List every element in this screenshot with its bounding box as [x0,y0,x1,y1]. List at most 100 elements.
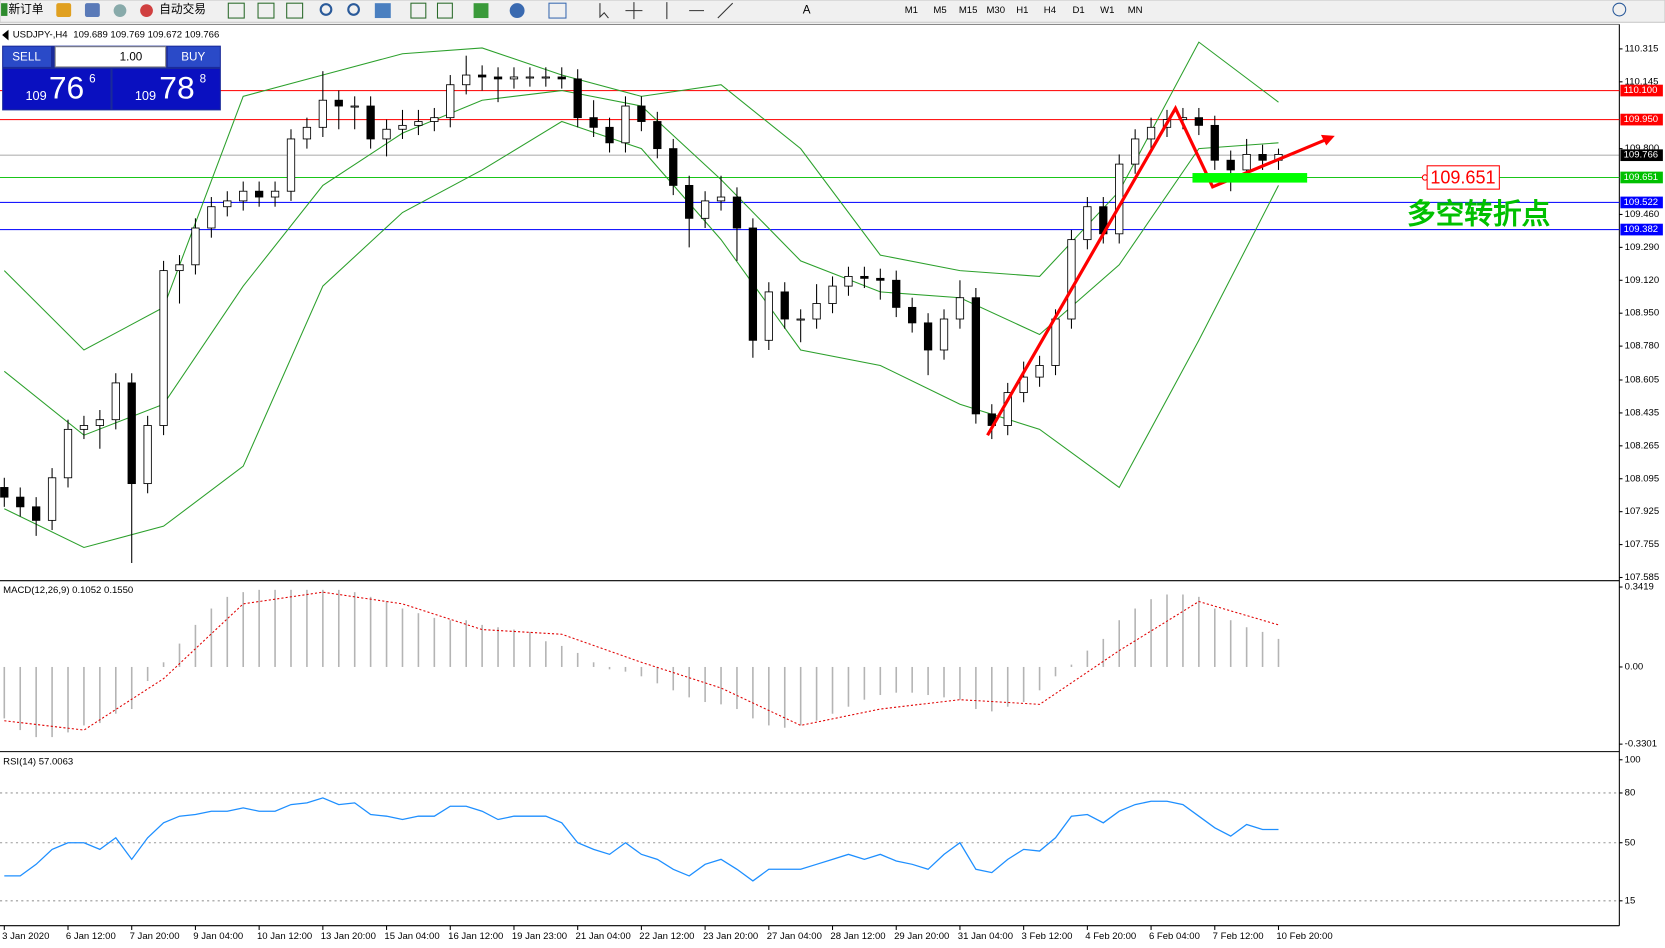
y-tick-label: 108.605 [1625,375,1660,386]
macd-title: MACD(12,26,9) 0.1052 0.1550 [3,585,133,596]
ask-pips[interactable]: 78 [159,70,194,106]
candle-body [47,477,57,521]
icon[interactable] [140,4,153,17]
candle-body [700,200,710,219]
candle-body [239,190,248,202]
candle-body [1242,154,1251,171]
icon[interactable] [113,4,127,17]
icon[interactable] [666,2,734,20]
ask-big[interactable]: 109 [135,88,156,103]
candle-body [462,74,471,86]
icon[interactable] [257,2,275,19]
x-tick-label: 27 Jan 04:00 [767,931,822,942]
new-order-button[interactable]: 新订单 [8,2,43,16]
candle-body [1258,154,1267,161]
timeframe-button[interactable]: M30 [986,5,1005,16]
icon[interactable] [319,3,333,16]
icon[interactable] [286,2,304,19]
candle-body [923,322,933,351]
timeframe-button[interactable]: M5 [933,5,946,16]
buy-button[interactable] [167,46,220,67]
rsi-title: RSI(14) 57.0063 [3,757,73,768]
bid-big[interactable]: 109 [25,88,46,103]
annotation-price: 109.651 [1430,167,1495,187]
price-level-label: 109.651 [1624,172,1659,183]
x-tick-label: 13 Jan 20:00 [321,931,376,942]
lots-value[interactable]: 1.00 [120,50,143,63]
timeframe-button[interactable]: MN [1128,5,1143,16]
candle-body [1131,138,1140,165]
candle-body [716,196,726,202]
annotation-text: 多空转折点 [1407,197,1550,231]
y-tick-label: -0.3301 [1625,739,1657,750]
icon[interactable]: A [803,4,811,17]
candle-body [812,303,821,320]
x-tick-label: 7 Feb 12:00 [1213,931,1264,942]
lots-input[interactable] [54,46,167,68]
buy-label[interactable]: BUY [181,50,205,63]
icon[interactable] [227,2,245,19]
candle-body [414,121,423,126]
bid-box[interactable] [3,69,111,110]
timeframe-button[interactable]: M15 [959,5,978,16]
sell-button[interactable] [3,46,51,67]
x-tick-label: 31 Jan 04:00 [958,931,1013,942]
candle-body [63,428,73,479]
candle-body [876,277,885,281]
bollinger-lower [4,120,1279,549]
x-tick-label: 3 Feb 12:00 [1022,931,1073,942]
candle-body [892,279,901,308]
timeframe-button[interactable]: H1 [1016,5,1028,16]
candle-body [270,190,280,198]
candle-body [398,124,407,130]
icon[interactable] [347,3,360,16]
candle-body [1019,376,1028,394]
icon[interactable] [509,3,525,19]
candle-body [143,425,152,485]
icon[interactable] [84,3,100,17]
timeframe-button[interactable]: M1 [905,5,918,16]
x-tick-label: 28 Jan 12:00 [830,931,885,942]
price-level-box [1620,196,1663,209]
icon[interactable] [374,3,391,19]
x-tick-label: 4 Feb 20:00 [1085,931,1136,942]
icon[interactable] [473,3,489,19]
bid-fraction[interactable]: 6 [89,73,95,86]
bid-pips[interactable]: 76 [49,70,84,106]
candle-body [302,126,312,140]
icon[interactable] [548,2,567,19]
candle-body [111,382,120,421]
search-icon[interactable] [1612,2,1627,17]
candle-body [1210,124,1219,161]
candle-body [477,74,487,78]
sell-label[interactable]: SELL [12,50,41,63]
x-tick-label: 29 Jan 20:00 [894,931,949,942]
y-tick-label: 80 [1625,787,1636,798]
timeframe-button[interactable]: W1 [1100,5,1114,16]
timeframe-button[interactable]: H4 [1044,5,1057,16]
icon[interactable] [56,3,72,17]
icon[interactable] [436,2,453,19]
candle-body [589,117,598,128]
ask-fraction[interactable]: 8 [200,73,206,86]
price-level-box [1620,113,1663,126]
auto-trading-button[interactable]: 自动交易 [159,2,206,16]
macd-signal [4,591,1279,731]
price-level-box [1620,171,1663,184]
candle-body [939,318,949,351]
timeframe-button[interactable]: D1 [1072,5,1084,16]
candle-body [175,264,184,272]
icon[interactable] [599,3,609,19]
ask-box[interactable] [112,69,220,110]
price-level-label: 109.382 [1624,224,1659,235]
candle-body [430,117,439,122]
candle-body [685,184,694,219]
icon[interactable] [625,2,643,20]
y-tick-label: 108.265 [1625,440,1660,451]
candle-body [557,76,566,80]
icon[interactable] [410,2,427,19]
x-tick-label: 22 Jan 12:00 [639,931,694,942]
candle-body [493,76,503,80]
y-tick-label: 108.435 [1625,407,1660,418]
